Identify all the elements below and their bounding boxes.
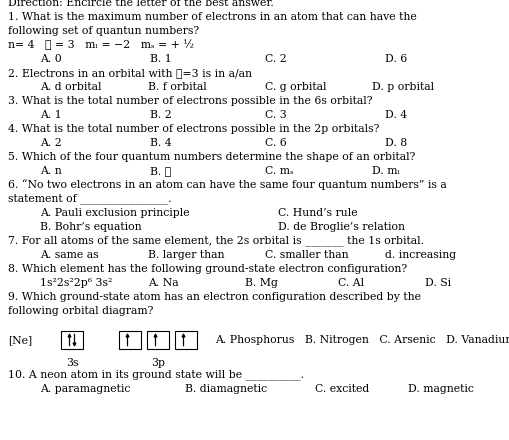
Text: 7. For all atoms of the same element, the 2s orbital is _______ the 1s orbital.: 7. For all atoms of the same element, th… xyxy=(8,235,424,246)
Text: B. f orbital: B. f orbital xyxy=(148,82,207,92)
Text: n= 4   ℓ = 3   mₗ = −2   mₛ = + ½: n= 4 ℓ = 3 mₗ = −2 mₛ = + ½ xyxy=(8,39,194,50)
Text: C. 6: C. 6 xyxy=(265,138,287,148)
Text: D. 6: D. 6 xyxy=(385,54,407,64)
Text: following set of quantun numbers?: following set of quantun numbers? xyxy=(8,26,199,36)
Text: [Ne]: [Ne] xyxy=(8,335,32,345)
Text: statement of ________________.: statement of ________________. xyxy=(8,193,172,204)
Text: following orbital diagram?: following orbital diagram? xyxy=(8,306,153,316)
Text: d. increasing: d. increasing xyxy=(385,250,456,260)
Text: 3. What is the total number of electrons possible in the 6s orbital?: 3. What is the total number of electrons… xyxy=(8,96,373,106)
FancyArrow shape xyxy=(182,334,185,346)
Text: A. 1: A. 1 xyxy=(40,110,62,120)
Text: B. diamagnetic: B. diamagnetic xyxy=(185,384,267,394)
Text: A. d orbital: A. d orbital xyxy=(40,82,101,92)
Bar xyxy=(175,331,197,349)
Text: 3p: 3p xyxy=(151,358,165,368)
Text: A. Pauli exclusion principle: A. Pauli exclusion principle xyxy=(40,208,190,218)
Text: A. Na: A. Na xyxy=(148,278,179,288)
Text: A. n: A. n xyxy=(40,166,62,176)
Text: 2. Electrons in an orbital with ℓ=3 is in a/an: 2. Electrons in an orbital with ℓ=3 is i… xyxy=(8,68,252,78)
Text: D. Si: D. Si xyxy=(425,278,451,288)
Bar xyxy=(147,331,169,349)
Text: D. mₗ: D. mₗ xyxy=(372,166,400,176)
Text: A. 2: A. 2 xyxy=(40,138,62,148)
Text: 4. What is the total number of electrons possible in the 2p orbitals?: 4. What is the total number of electrons… xyxy=(8,124,379,134)
Bar xyxy=(61,331,83,349)
Text: C. 3: C. 3 xyxy=(265,110,287,120)
FancyArrow shape xyxy=(68,334,71,346)
Text: 10. A neon atom in its ground state will be __________.: 10. A neon atom in its ground state will… xyxy=(8,369,304,380)
Text: B. larger than: B. larger than xyxy=(148,250,224,260)
Text: D. de Broglie’s relation: D. de Broglie’s relation xyxy=(278,222,405,232)
Text: 3s: 3s xyxy=(66,358,78,368)
Text: B. Mg: B. Mg xyxy=(245,278,278,288)
Text: C. excited: C. excited xyxy=(315,384,369,394)
Text: B. ℓ: B. ℓ xyxy=(150,166,171,176)
Text: C. Al: C. Al xyxy=(338,278,364,288)
Text: C. Hund’s rule: C. Hund’s rule xyxy=(278,208,358,218)
Text: 9. Which ground-state atom has an electron configuration described by the: 9. Which ground-state atom has an electr… xyxy=(8,292,421,302)
Text: D. 4: D. 4 xyxy=(385,110,407,120)
Text: B. 1: B. 1 xyxy=(150,54,172,64)
Text: A. 0: A. 0 xyxy=(40,54,62,64)
Text: D. magnetic: D. magnetic xyxy=(408,384,474,394)
Text: Direction: Encircle the letter of the best answer.: Direction: Encircle the letter of the be… xyxy=(8,0,274,8)
Text: B. 2: B. 2 xyxy=(150,110,172,120)
Text: A. same as: A. same as xyxy=(40,250,99,260)
Text: 1s²2s²2p⁶ 3s²: 1s²2s²2p⁶ 3s² xyxy=(40,278,112,288)
Bar xyxy=(119,331,141,349)
Text: A. paramagnetic: A. paramagnetic xyxy=(40,384,130,394)
Text: 6. “No two electrons in an atom can have the same four quantum numbers” is a: 6. “No two electrons in an atom can have… xyxy=(8,179,447,190)
Text: D. p orbital: D. p orbital xyxy=(372,82,434,92)
Text: C. 2: C. 2 xyxy=(265,54,287,64)
Text: 8. Which element has the following ground-state electron configuration?: 8. Which element has the following groun… xyxy=(8,264,407,274)
Text: B. Bohr’s equation: B. Bohr’s equation xyxy=(40,222,142,232)
FancyArrow shape xyxy=(126,334,129,346)
Text: C. mₛ: C. mₛ xyxy=(265,166,294,176)
Text: 1. What is the maximum number of electrons in an atom that can have the: 1. What is the maximum number of electro… xyxy=(8,12,417,22)
FancyArrow shape xyxy=(154,334,157,346)
Text: 5. Which of the four quantum numbers determine the shape of an orbital?: 5. Which of the four quantum numbers det… xyxy=(8,152,415,162)
Text: C. smaller than: C. smaller than xyxy=(265,250,349,260)
FancyArrow shape xyxy=(73,334,76,346)
Text: C. g orbital: C. g orbital xyxy=(265,82,326,92)
Text: B. 4: B. 4 xyxy=(150,138,172,148)
Text: A. Phosphorus   B. Nitrogen   C. Arsenic   D. Vanadium: A. Phosphorus B. Nitrogen C. Arsenic D. … xyxy=(215,335,509,345)
Text: D. 8: D. 8 xyxy=(385,138,407,148)
